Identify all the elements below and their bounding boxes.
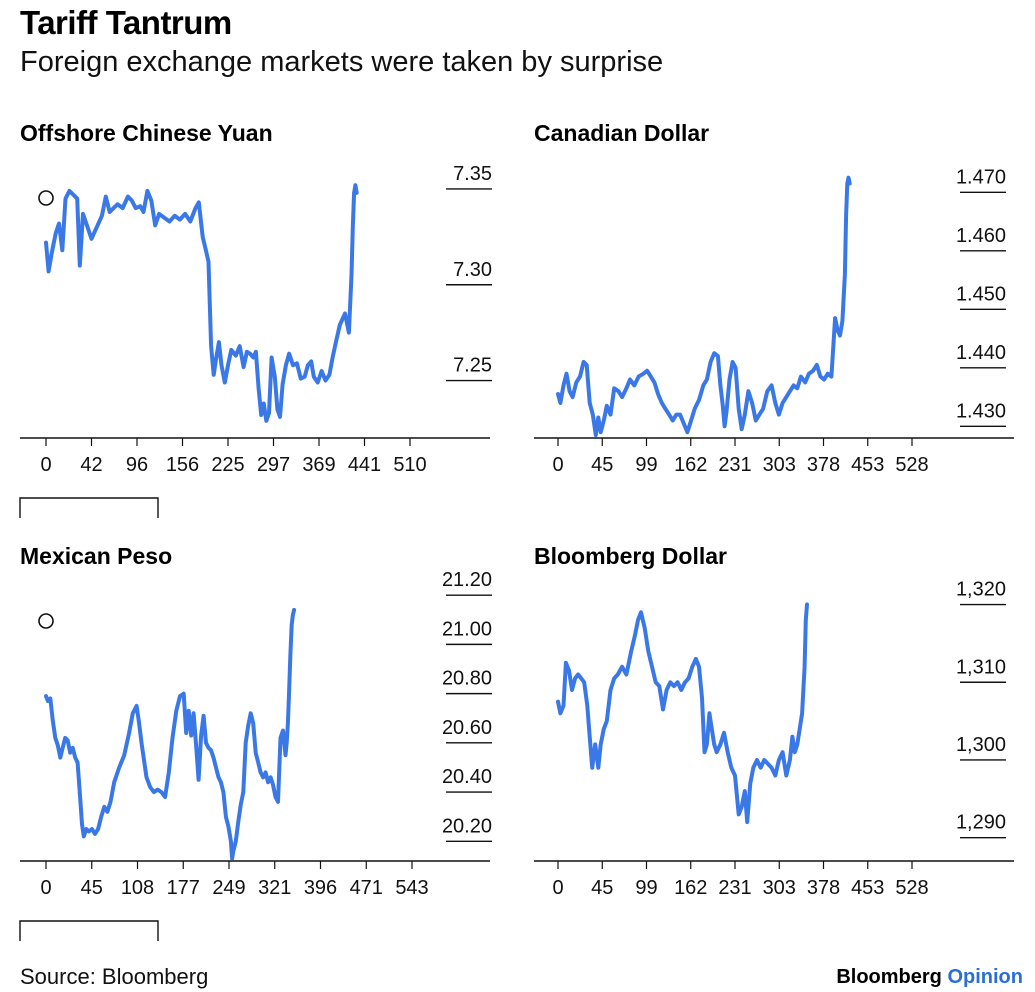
- y-tick-label: 7.30: [453, 259, 492, 281]
- x-tick-label: 303: [763, 877, 796, 899]
- panel-title-bbdxy: Bloomberg Dollar: [534, 543, 727, 569]
- x-tick-label: 510: [393, 454, 426, 476]
- y-tick-label: 1.460: [956, 225, 1006, 247]
- x-tick-label: 543: [395, 877, 428, 899]
- x-tick-label: 42: [80, 454, 102, 476]
- y-tick-label: 7.35: [453, 163, 492, 185]
- chart-subtitle: Foreign exchange markets were taken by s…: [20, 46, 664, 78]
- chart-cny: 7.35 7.30 7.25 0 42 96 156 225 297 369 441 510: [19, 163, 492, 518]
- x-tick-label: 378: [807, 877, 840, 899]
- x-tick-label: 528: [895, 454, 928, 476]
- x-tick-label: 369: [302, 454, 335, 476]
- brand-main: Bloomberg: [836, 966, 942, 988]
- x-tick-label: 177: [167, 877, 200, 899]
- x-tick-label: 303: [763, 454, 796, 476]
- x-tick-label: 453: [851, 877, 884, 899]
- source-note: Source: Bloomberg: [20, 964, 209, 989]
- chart-mxn: 21.20 21.00 20.80 20.60 20.40 20.20 0 45 108 177 2…: [19, 569, 492, 941]
- range-selector-bracket: [19, 920, 159, 941]
- range-selector-bracket: [19, 497, 159, 518]
- chart-bbdxy: 1,320 1,310 1,300 1,290 0 45 99 162 231 303 378 453…: [534, 579, 1014, 899]
- x-tick-label: 249: [212, 877, 245, 899]
- x-tick-label: 0: [40, 454, 51, 476]
- x-tick-label: 396: [304, 877, 337, 899]
- panel-cny: Offshore Chinese Yuan 7.35 7.30 7.25 0 42 96 1…: [19, 120, 520, 520]
- y-tick-label: 1.450: [956, 283, 1006, 305]
- y-tick-label: 1.440: [956, 342, 1006, 364]
- y-tick-label: 20.60: [442, 717, 492, 739]
- reset-circle-icon: [38, 190, 54, 206]
- x-tick-label: 441: [348, 454, 381, 476]
- panel-title-mxn: Mexican Peso: [20, 543, 173, 569]
- x-tick-label: 0: [552, 877, 563, 899]
- y-tick-label: 7.25: [453, 355, 492, 377]
- y-tick-label: 1.470: [956, 166, 1006, 188]
- y-tick-label: 1,310: [956, 656, 1006, 678]
- x-tick-label: 45: [81, 877, 103, 899]
- x-tick-label: 45: [591, 877, 613, 899]
- series-line: [556, 602, 809, 825]
- brand-accent: Opinion: [947, 966, 1023, 988]
- chart-title: Tariff Tantrum: [20, 4, 232, 41]
- x-tick-label: 528: [895, 877, 928, 899]
- x-tick-label: 471: [350, 877, 383, 899]
- x-tick-label: 45: [591, 454, 613, 476]
- panel-mxn: Mexican Peso 21.20 21.00 20.80 20.60 20.40 20…: [19, 543, 520, 943]
- x-tick-label: 297: [257, 454, 290, 476]
- panel-title-cny: Offshore Chinese Yuan: [20, 120, 273, 146]
- y-tick-label: 21.00: [442, 618, 492, 640]
- x-tick-label: 231: [718, 877, 751, 899]
- y-tick-label: 1.430: [956, 400, 1006, 422]
- series-line: [44, 183, 359, 423]
- x-tick-label: 225: [211, 454, 244, 476]
- chart-cad: 1.470 1.460 1.450 1.440 1.430 0 45 99 162 231 303 3…: [534, 166, 1014, 476]
- y-tick-label: 21.20: [442, 569, 492, 591]
- panel-cad: Canadian Dollar 1.470 1.460 1.450 1.440 1.43…: [534, 120, 1034, 520]
- y-tick-label: 1,300: [956, 734, 1006, 756]
- x-tick-label: 162: [674, 454, 707, 476]
- y-tick-label: 20.40: [442, 766, 492, 788]
- x-tick-label: 0: [552, 454, 563, 476]
- x-tick-label: 321: [258, 877, 291, 899]
- series-line: [44, 607, 297, 861]
- y-tick-label: 1,290: [956, 812, 1006, 834]
- x-tick-label: 231: [718, 454, 751, 476]
- x-tick-label: 453: [851, 454, 884, 476]
- x-tick-label: 96: [126, 454, 148, 476]
- y-tick-label: 1,320: [956, 579, 1006, 601]
- y-tick-label: 20.20: [442, 815, 492, 837]
- x-tick-label: 162: [674, 877, 707, 899]
- x-tick-label: 0: [40, 877, 51, 899]
- reset-circle-icon: [38, 613, 54, 629]
- x-tick-label: 378: [807, 454, 840, 476]
- panel-title-cad: Canadian Dollar: [534, 120, 710, 146]
- panel-bbdxy: Bloomberg Dollar 1,320 1,310 1,300 1,290 0 45…: [534, 543, 1034, 943]
- x-tick-label: 99: [635, 454, 657, 476]
- series-line: [556, 175, 852, 438]
- brand-logo: Bloomberg Opinion: [836, 966, 1023, 989]
- x-tick-label: 99: [635, 877, 657, 899]
- x-tick-label: 108: [121, 877, 154, 899]
- y-tick-label: 20.80: [442, 668, 492, 690]
- x-tick-label: 156: [166, 454, 199, 476]
